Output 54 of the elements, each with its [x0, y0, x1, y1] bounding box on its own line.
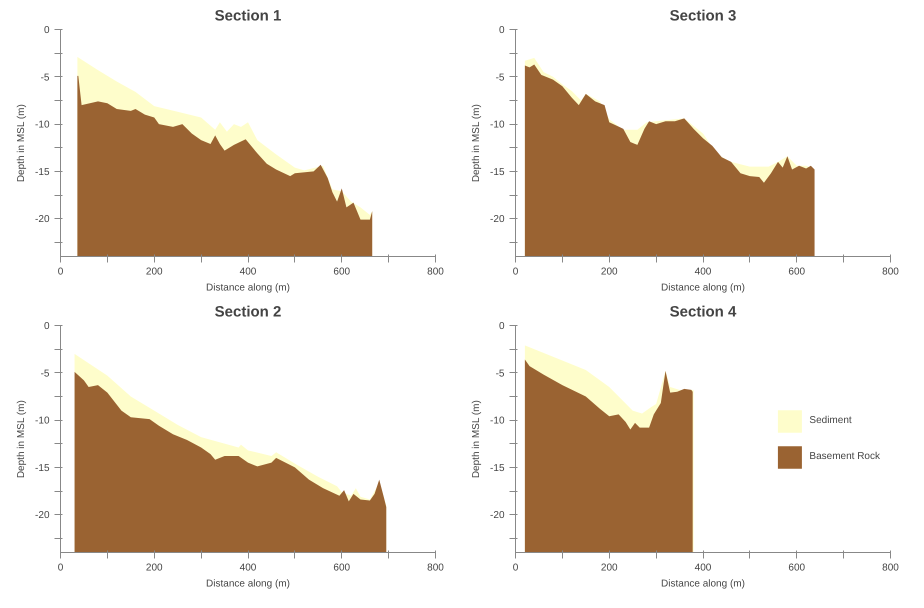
x-tick-label: 600 [333, 266, 351, 278]
y-tick-label: -10 [35, 120, 50, 131]
y-tick-label: -5 [40, 72, 50, 84]
y-tick-label: -20 [490, 510, 505, 522]
chart-title: Section 1 [214, 8, 282, 24]
y-tick-label: -5 [40, 368, 50, 380]
x-tick-label: 400 [694, 266, 712, 278]
y-tick-label: -5 [496, 368, 505, 380]
chart-title: Section 2 [214, 304, 282, 320]
y-tick-label: -5 [496, 72, 505, 84]
x-axis-title: Distance along (m) [661, 578, 745, 590]
x-axis-title: Distance along (m) [206, 282, 290, 294]
x-tick-label: 200 [146, 266, 164, 278]
x-tick-label: 600 [788, 266, 806, 278]
y-tick-label: -20 [35, 214, 50, 226]
y-tick-label: -15 [35, 166, 50, 178]
legend-label: Basement Rock [809, 451, 880, 462]
chart-title: Section 3 [670, 8, 736, 24]
y-axis-title: Depth in MSL (m) [16, 400, 28, 478]
x-tick-label: 0 [58, 562, 64, 574]
y-tick-label: 0 [44, 321, 50, 332]
x-tick-label: 400 [240, 266, 257, 278]
chart-title: Section 4 [670, 304, 737, 320]
x-tick-label: 200 [600, 562, 618, 574]
y-tick-label: -15 [490, 462, 505, 474]
y-axis-title: Depth in MSL (m) [16, 104, 28, 182]
x-tick-label: 800 [427, 562, 444, 574]
y-tick-label: -20 [490, 214, 505, 226]
x-tick-label: 200 [146, 562, 164, 574]
x-axis-title: Distance along (m) [661, 282, 745, 294]
x-tick-label: 600 [333, 562, 351, 574]
y-tick-label: 0 [498, 321, 505, 332]
x-tick-label: 800 [882, 266, 900, 278]
y-tick-label: -15 [35, 462, 50, 474]
x-tick-label: 200 [600, 266, 618, 278]
x-axis-title: Distance along (m) [206, 578, 290, 590]
y-axis-title: Depth in MSL (m) [471, 400, 482, 478]
y-tick-label: -15 [490, 166, 505, 178]
x-tick-label: 800 [882, 562, 900, 574]
legend-label: Sediment [809, 415, 852, 426]
x-tick-label: 600 [788, 562, 806, 574]
y-tick-label: 0 [44, 25, 50, 36]
x-tick-label: 0 [512, 266, 519, 278]
x-tick-label: 800 [427, 266, 444, 278]
y-tick-label: -10 [35, 416, 50, 427]
y-tick-label: -20 [35, 510, 50, 522]
y-tick-label: -10 [490, 120, 505, 131]
x-tick-label: 400 [240, 562, 257, 574]
x-tick-label: 0 [512, 562, 519, 574]
x-tick-label: 400 [694, 562, 712, 574]
y-axis-title: Depth in MSL (m) [471, 104, 482, 182]
y-tick-label: -10 [490, 416, 505, 427]
y-tick-label: 0 [498, 25, 505, 36]
x-tick-label: 0 [58, 266, 64, 278]
